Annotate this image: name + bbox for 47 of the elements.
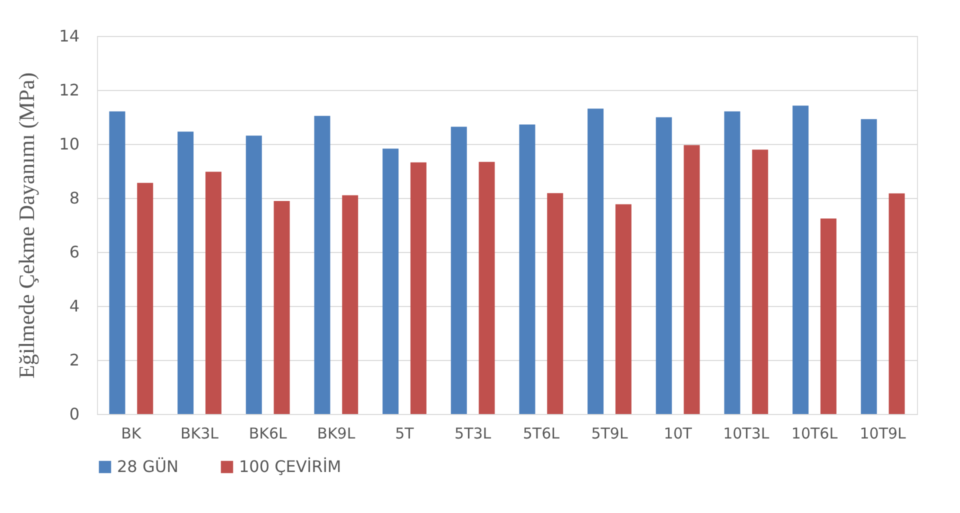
y-tick-label: 12 <box>59 80 80 100</box>
y-tick-label: 4 <box>69 296 80 316</box>
bar <box>342 195 358 414</box>
bar <box>547 193 564 414</box>
bar <box>860 119 877 414</box>
bar <box>752 150 768 414</box>
legend-label: 100 ÇEVİRİM <box>239 457 342 476</box>
y-tick-label: 8 <box>69 188 80 208</box>
x-tick-label: 10T9L <box>860 424 907 442</box>
bar <box>478 162 495 414</box>
bar <box>792 106 809 414</box>
y-tick-label: 14 <box>59 26 80 46</box>
bar <box>820 218 836 414</box>
x-tick-label: BK9L <box>317 424 356 442</box>
bar <box>246 136 262 414</box>
x-tick-label: 5T <box>395 424 415 442</box>
bar <box>888 193 905 414</box>
y-tick-label: 6 <box>69 242 80 262</box>
bar <box>615 204 632 414</box>
x-tick-label: 5T6L <box>522 424 560 442</box>
y-tick-label: 10 <box>59 134 80 154</box>
y-tick-label: 2 <box>69 350 80 370</box>
x-tick-label: 10T3L <box>723 424 770 442</box>
bar <box>450 126 467 414</box>
bar <box>137 182 154 414</box>
bar <box>205 172 222 414</box>
bar <box>178 132 194 414</box>
x-tick-label: BK6L <box>248 424 288 442</box>
x-tick-label: 5T9L <box>591 424 628 442</box>
bar <box>410 162 426 414</box>
x-tick-label: 10T6L <box>791 424 838 442</box>
x-tick-label: BK3L <box>180 424 220 442</box>
legend-label: 28 GÜN <box>117 457 179 476</box>
y-tick-label: 0 <box>69 404 80 424</box>
bar <box>684 145 700 414</box>
x-tick-label: 5T3L <box>454 424 492 442</box>
y-axis-title: Eğilmede Çekme Dayanımı (MPa) <box>14 72 40 379</box>
bar <box>109 111 126 414</box>
x-tick-label: BK <box>121 424 142 442</box>
bar <box>724 111 740 414</box>
bar <box>274 200 290 414</box>
bar <box>382 148 399 414</box>
bar <box>314 116 330 414</box>
bar <box>656 117 672 414</box>
bar <box>588 108 604 414</box>
x-tick-label: 10T <box>664 424 693 442</box>
bar <box>519 124 536 414</box>
